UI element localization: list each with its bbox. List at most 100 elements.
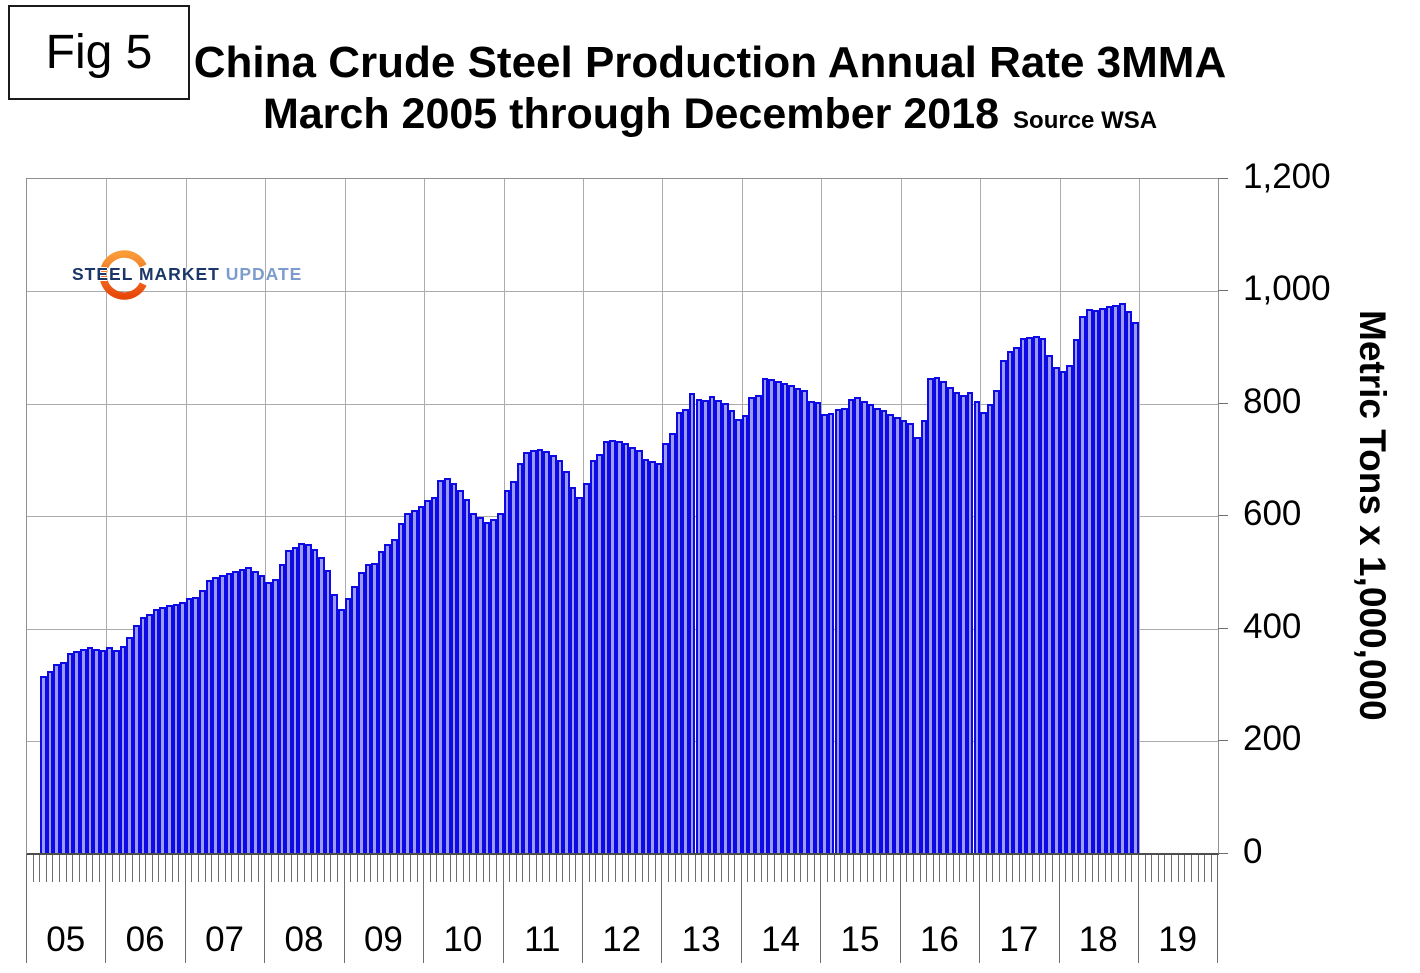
x-axis-label-16: 16 bbox=[919, 920, 959, 959]
logo-word-market: MARKET bbox=[138, 264, 220, 284]
x-year-tick bbox=[1137, 854, 1139, 963]
x-month-tick bbox=[859, 854, 861, 882]
bar-2008-10 bbox=[324, 569, 332, 854]
x-month-tick bbox=[634, 854, 636, 882]
x-month-tick bbox=[118, 854, 120, 882]
y-axis-label-1000: 1,000 bbox=[1243, 269, 1331, 309]
x-month-tick bbox=[290, 854, 292, 882]
bar-2011-06 bbox=[536, 449, 544, 854]
bar-2015-10 bbox=[880, 410, 888, 854]
x-year-tick bbox=[661, 854, 663, 963]
x-month-tick bbox=[237, 854, 239, 882]
x-month-tick bbox=[628, 854, 630, 882]
x-axis-label-14: 14 bbox=[761, 920, 801, 959]
x-month-tick bbox=[1051, 854, 1053, 882]
x-month-tick bbox=[442, 854, 444, 882]
x-month-tick bbox=[1171, 854, 1173, 882]
bar-2015-06 bbox=[854, 397, 861, 854]
bar-2006-11 bbox=[172, 603, 180, 854]
bar-2017-04 bbox=[999, 360, 1007, 854]
x-month-tick bbox=[548, 854, 550, 882]
x-month-tick bbox=[416, 854, 418, 882]
bar-2010-12 bbox=[496, 513, 504, 854]
bar-2007-04 bbox=[205, 580, 213, 854]
x-year-tick bbox=[899, 854, 901, 963]
gridline-year-09 bbox=[344, 178, 346, 854]
x-month-tick bbox=[509, 854, 511, 882]
x-month-tick bbox=[800, 854, 802, 882]
x-month-tick bbox=[919, 854, 921, 882]
bar-2014-12 bbox=[814, 402, 822, 854]
bar-2006-07 bbox=[146, 614, 153, 854]
bar-2009-11 bbox=[410, 510, 418, 854]
x-month-tick bbox=[542, 854, 544, 882]
x-month-tick bbox=[654, 854, 656, 882]
x-month-tick bbox=[714, 854, 716, 882]
x-month-tick bbox=[833, 854, 835, 882]
bar-2015-02 bbox=[827, 413, 835, 854]
x-month-tick bbox=[998, 854, 1000, 882]
bar-2008-01 bbox=[265, 581, 272, 854]
x-month-tick bbox=[217, 854, 219, 882]
x-month-tick bbox=[648, 854, 650, 882]
bar-2014-10 bbox=[801, 390, 809, 854]
bar-2007-08 bbox=[232, 571, 239, 854]
bar-2015-08 bbox=[867, 403, 875, 854]
bar-2009-06 bbox=[377, 550, 385, 854]
bar-2018-05 bbox=[1086, 309, 1093, 854]
x-axis-label-12: 12 bbox=[602, 920, 642, 959]
bar-2006-02 bbox=[113, 649, 120, 854]
bar-2018-03 bbox=[1072, 338, 1080, 854]
bar-2007-06 bbox=[218, 574, 226, 854]
bar-2006-09 bbox=[159, 607, 166, 854]
x-month-tick bbox=[1078, 854, 1080, 882]
x-axis-label-18: 18 bbox=[1078, 920, 1118, 959]
x-month-tick bbox=[959, 854, 961, 882]
x-month-tick bbox=[601, 854, 603, 882]
x-month-tick bbox=[932, 854, 934, 882]
x-month-tick bbox=[158, 854, 160, 882]
bar-2007-09 bbox=[238, 568, 246, 854]
x-month-tick bbox=[396, 854, 398, 882]
bar-2011-03 bbox=[516, 463, 524, 854]
x-month-tick bbox=[98, 854, 100, 882]
x-month-tick bbox=[1157, 854, 1159, 882]
bar-2016-06 bbox=[933, 376, 941, 854]
x-month-tick bbox=[1131, 854, 1133, 882]
bar-2005-03 bbox=[40, 676, 47, 854]
y-axis-title: Metric Tons x 1,000,000 bbox=[1352, 309, 1393, 721]
bar-2015-11 bbox=[887, 413, 895, 854]
x-month-tick bbox=[952, 854, 954, 882]
bar-2006-10 bbox=[165, 604, 173, 854]
bar-2008-11 bbox=[331, 593, 339, 854]
bar-2017-06 bbox=[1013, 346, 1020, 854]
x-month-tick bbox=[754, 854, 756, 882]
bar-2017-12 bbox=[1052, 367, 1060, 854]
x-month-tick bbox=[39, 854, 41, 882]
x-month-tick bbox=[59, 854, 61, 882]
y-tick-1200 bbox=[1218, 177, 1229, 179]
x-month-tick bbox=[449, 854, 451, 882]
y-tick-400 bbox=[1218, 627, 1229, 629]
bar-2011-01 bbox=[503, 489, 511, 854]
x-axis-label-06: 06 bbox=[125, 920, 165, 959]
x-year-tick bbox=[423, 854, 425, 963]
bar-2015-03 bbox=[834, 409, 842, 854]
bar-2007-02 bbox=[192, 596, 200, 854]
bar-2016-10 bbox=[960, 394, 967, 854]
x-month-tick bbox=[701, 854, 703, 882]
x-month-tick bbox=[912, 854, 914, 882]
x-axis-label-17: 17 bbox=[999, 920, 1039, 959]
x-month-tick bbox=[317, 854, 319, 882]
x-month-tick bbox=[303, 854, 305, 882]
x-month-tick bbox=[310, 854, 312, 882]
x-month-tick bbox=[1124, 854, 1126, 882]
bar-2018-02 bbox=[1066, 365, 1073, 854]
bar-2008-08 bbox=[311, 548, 319, 854]
x-month-tick bbox=[1210, 854, 1212, 882]
x-month-tick bbox=[171, 854, 173, 882]
bar-2009-12 bbox=[417, 505, 425, 854]
bar-2015-05 bbox=[847, 398, 855, 854]
x-month-tick bbox=[1111, 854, 1113, 882]
bar-2005-10 bbox=[86, 647, 94, 854]
